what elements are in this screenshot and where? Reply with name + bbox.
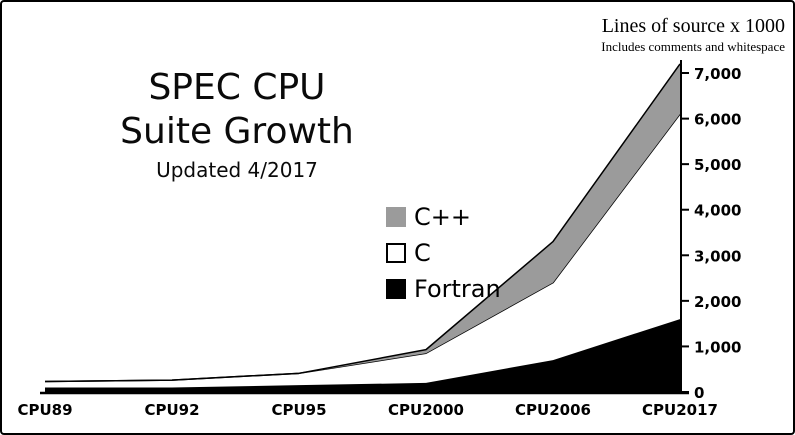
y-tick-label: 5,000 [694,156,741,174]
legend-label-fortran: Fortran [414,275,501,303]
chart-title-block: SPEC CPU Suite Growth Updated 4/2017 [87,66,387,184]
x-tick-label-cpu2006: CPU2006 [515,401,591,419]
x-tick-label-cpu89: CPU89 [17,401,72,419]
legend: C++ C Fortran [386,202,501,310]
x-tick-label-cpu95: CPU95 [271,401,326,419]
x-tick-label-cpu2000: CPU2000 [388,401,464,419]
legend-swatch-cpp [386,207,406,227]
area-fortran [45,319,680,392]
legend-swatch-fortran [386,279,406,299]
y-tick-label: 2,000 [694,293,741,311]
y-tick-label: 0 [694,384,704,402]
y-tick-label: 1,000 [694,338,741,356]
x-tick-label-cpu92: CPU92 [144,401,199,419]
x-tick-label-cpu2017: CPU2017 [642,401,718,419]
area-c [45,114,680,388]
legend-swatch-c [386,243,406,263]
y-tick-label: 3,000 [694,247,741,265]
legend-label-cpp: C++ [414,203,471,231]
y-tick-label: 4,000 [694,202,741,220]
boundary-cpp [44,63,681,383]
legend-item-cpp: C++ [386,202,501,232]
y-axis-note: Includes comments and whitespace [601,39,785,54]
legend-item-c: C [386,238,501,268]
legend-item-fortran: Fortran [386,274,501,304]
y-axis-title-block: Lines of source x 1000 Includes comments… [601,14,785,55]
chart-title-line-2: Suite Growth [120,111,354,152]
legend-label-c: C [414,239,431,267]
y-tick-label: 6,000 [694,111,741,129]
y-axis-title: Lines of source x 1000 [601,15,785,37]
chart-title-line-1: SPEC CPU [148,67,326,108]
y-tick-label: 7,000 [694,65,741,83]
chart-subtitle: Updated 4/2017 [156,158,318,182]
